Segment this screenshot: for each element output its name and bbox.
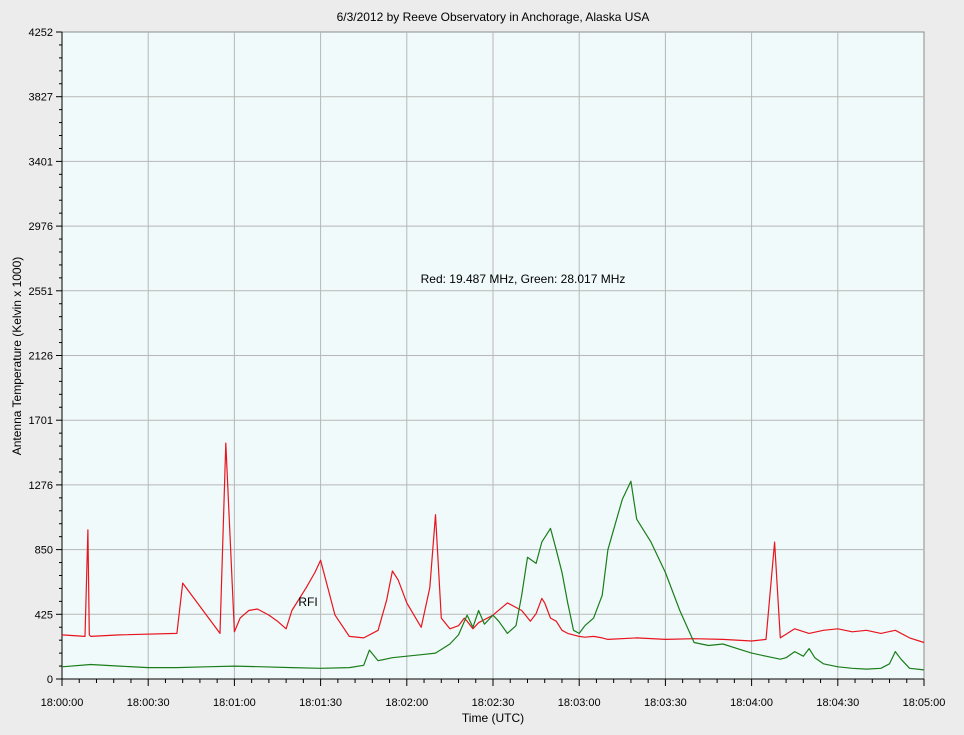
x-tick-label: 18:01:00 — [213, 697, 256, 709]
x-tick-label: 18:03:30 — [644, 697, 687, 709]
chart-title: 6/3/2012 by Reeve Observatory in Anchora… — [337, 10, 650, 24]
y-tick-label: 425 — [35, 609, 53, 621]
annotation-text: Red: 19.487 MHz, Green: 28.017 MHz — [421, 272, 626, 286]
x-tick-label: 18:05:00 — [903, 697, 946, 709]
y-tick-label: 3401 — [29, 156, 53, 168]
x-tick-label: 18:00:30 — [127, 697, 170, 709]
x-tick-label: 18:01:30 — [299, 697, 342, 709]
series-layer — [61, 442, 925, 671]
series-line-red — [61, 442, 925, 644]
y-tick-label: 1701 — [29, 415, 53, 427]
y-axis-label: Antenna Temperature (Kelvin x 1000) — [10, 257, 24, 456]
x-tick-label: 18:04:30 — [816, 697, 859, 709]
y-tick-label: 2126 — [29, 351, 53, 363]
x-tick-label: 18:02:00 — [385, 697, 428, 709]
gridlines — [62, 32, 924, 679]
x-tick-label: 18:00:00 — [41, 697, 84, 709]
y-tick-label: 2976 — [29, 221, 53, 233]
x-axis: 18:00:00 18:00:30 18:01:00 18:01:30 18:02:00… — [41, 678, 946, 709]
y-tick-label: 4252 — [29, 27, 53, 39]
x-tick-label: 18:03:00 — [558, 697, 601, 709]
x-tick-label: 18:04:00 — [730, 697, 773, 709]
rfi-label: RFI — [298, 595, 317, 609]
y-tick-label: 3827 — [29, 92, 53, 104]
y-tick-label: 2551 — [29, 286, 53, 298]
y-tick-label: 0 — [47, 674, 53, 686]
x-axis-label: Time (UTC) — [462, 711, 524, 725]
series-line-green — [61, 480, 925, 671]
y-tick-label: 1276 — [29, 480, 53, 492]
x-tick-label: 18:02:30 — [472, 697, 515, 709]
y-tick-label: 850 — [35, 545, 53, 557]
y-axis: 0 425 850 1276 1701 2126 2551 2976 3401 3827 4252 — [29, 27, 63, 686]
